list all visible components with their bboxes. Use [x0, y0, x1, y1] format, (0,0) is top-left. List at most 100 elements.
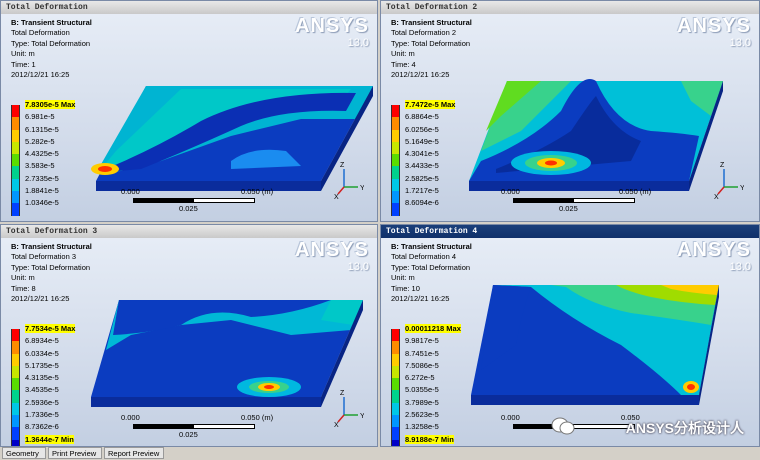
legend-value: 6.8864e-5 [405, 112, 439, 122]
system-name: B: Transient Structural [391, 18, 472, 27]
system-name: B: Transient Structural [11, 18, 92, 27]
result-date: 2012/12/21 16:25 [11, 294, 70, 304]
deformation-contour-model[interactable] [381, 1, 760, 222]
tab-geometry[interactable]: Geometry [2, 447, 46, 459]
legend-value: 7.5086e-5 [405, 360, 439, 370]
viewport-1[interactable]: Total Deformation B: Transient Structura… [0, 0, 378, 222]
system-name: B: Transient Structural [391, 242, 472, 251]
axis-triad: Z Y X [334, 390, 364, 427]
viewport-title: Total Deformation 2 [381, 1, 759, 14]
legend-value: 1.0346e-5 [25, 198, 59, 208]
result-info: B: Transient Structural Total Deformatio… [391, 242, 472, 304]
svg-text:Z: Z [340, 162, 345, 169]
legend-value: 4.3135e-5 [25, 373, 59, 383]
svg-text:X: X [334, 194, 339, 199]
svg-text:Y: Y [740, 185, 744, 192]
result-date: 2012/12/21 16:25 [391, 294, 450, 304]
result-type: Type: Total Deformation [391, 262, 471, 272]
result-name: Total Deformation [11, 28, 70, 38]
axis-triad: Z Y X [334, 162, 364, 199]
svg-text:Y: Y [360, 185, 364, 192]
legend-value: 6.1315e-5 [25, 124, 59, 134]
legend-value: 5.1735e-5 [25, 360, 59, 370]
scale-bar: 0.000 0.050 (m) 0.025 [121, 413, 274, 439]
legend-value: 6.272e-5 [405, 373, 435, 383]
legend-value: 8.7451e-5 [405, 348, 439, 358]
scale-bar: 0.000 0.050 (m) 0.025 [501, 187, 652, 213]
legend-value: 3.583e-5 [25, 161, 55, 171]
ansys-logo: ANSYS 13.0 [295, 15, 369, 49]
tab-report-preview[interactable]: Report Preview [104, 447, 164, 459]
axis-triad: Z Y X [714, 162, 744, 199]
result-type: Type: Total Deformation [11, 262, 91, 272]
svg-text:Z: Z [340, 390, 345, 397]
legend-value: 1.7217e-5 [405, 186, 439, 196]
tab-print-preview[interactable]: Print Preview [48, 447, 102, 459]
legend-value: 5.0355e-5 [405, 385, 439, 395]
legend-value: 3.7989e-5 [405, 397, 439, 407]
result-type: Type: Total Deformation [11, 38, 91, 48]
legend-value: 2.7335e-5 [25, 173, 59, 183]
result-name: Total Deformation 4 [391, 252, 457, 262]
legend-value: 4.4325e-5 [25, 149, 59, 159]
legend-value: 6.0334e-5 [25, 348, 59, 358]
legend-max: 7.7534e-5 Max [25, 324, 76, 333]
legend-value: 4.3041e-5 [405, 149, 439, 159]
result-time: Time: 1 [11, 59, 36, 69]
svg-text:X: X [334, 422, 339, 427]
result-time: Time: 8 [11, 283, 36, 293]
viewport-3[interactable]: Total Deformation 3 B: Transient Structu… [0, 224, 378, 447]
viewport-4[interactable]: Total Deformation 4 B: Transient Structu… [380, 224, 760, 447]
legend-value: 1.7336e-5 [25, 410, 59, 420]
legend-value: 6.981e-5 [25, 112, 55, 122]
result-time: Time: 4 [391, 59, 416, 69]
result-unit: Unit: m [391, 273, 415, 283]
legend-value: 5.282e-5 [25, 136, 55, 146]
legend-value: 2.5936e-5 [25, 397, 59, 407]
result-unit: Unit: m [11, 49, 35, 59]
svg-text:Y: Y [360, 413, 364, 420]
ansys-logo: ANSYS 13.0 [295, 239, 369, 273]
scale-bar: 0.000 0.050 (m) 0.025 [121, 187, 274, 213]
legend-value: 5.1649e-5 [405, 136, 439, 146]
legend-max: 7.7472e-5 Max [405, 100, 456, 109]
legend-value: 8.6094e-6 [405, 198, 439, 208]
result-type: Type: Total Deformation [391, 38, 471, 48]
ansys-logo: ANSYS 13.0 [677, 239, 751, 273]
wechat-icon [551, 417, 575, 435]
system-name: B: Transient Structural [11, 242, 92, 251]
legend-value: 8.7362e-6 [25, 422, 59, 432]
legend-value: 9.9817e-5 [405, 336, 439, 346]
legend-value: 6.0256e-5 [405, 124, 439, 134]
watermark-text: ANSYS分析设计人 [625, 420, 744, 436]
view-tabs: Geometry Print Preview Report Preview [0, 447, 300, 459]
viewport-2[interactable]: Total Deformation 2 B: Transient Structu… [380, 0, 760, 222]
deformation-contour-model[interactable] [381, 225, 760, 447]
legend-min: 1.3644e-7 Min [25, 434, 74, 444]
svg-text:Z: Z [720, 162, 725, 169]
result-info: B: Transient Structural Total Deformatio… [391, 18, 472, 80]
legend-value: 3.4535e-5 [25, 385, 59, 395]
result-unit: Unit: m [11, 273, 35, 283]
legend-value: 6.8934e-5 [25, 336, 59, 346]
deformation-contour-model[interactable] [1, 1, 378, 222]
viewport-title: Total Deformation 4 [381, 225, 759, 238]
result-time: Time: 10 [391, 283, 420, 293]
legend-value: 1.3258e-5 [405, 422, 439, 432]
legend-min: 8.9188e-7 Min [405, 434, 454, 444]
result-unit: Unit: m [391, 49, 415, 59]
legend-value: 2.5623e-5 [405, 410, 439, 420]
legend-max: 7.8305e-5 Max [25, 100, 76, 109]
result-name: Total Deformation 3 [11, 252, 77, 262]
legend-value: 1.8841e-5 [25, 186, 59, 196]
legend-max: 0.00011218 Max [405, 324, 461, 333]
ansys-logo: ANSYS 13.0 [677, 15, 751, 49]
deformation-contour-model[interactable] [1, 225, 378, 447]
result-date: 2012/12/21 16:25 [391, 70, 450, 80]
result-date: 2012/12/21 16:25 [11, 70, 70, 80]
result-name: Total Deformation 2 [391, 28, 457, 38]
viewport-title: Total Deformation 3 [1, 225, 377, 238]
legend-value: 3.4433e-5 [405, 161, 439, 171]
result-info: B: Transient Structural Total Deformatio… [11, 18, 92, 80]
result-info: B: Transient Structural Total Deformatio… [11, 242, 92, 304]
